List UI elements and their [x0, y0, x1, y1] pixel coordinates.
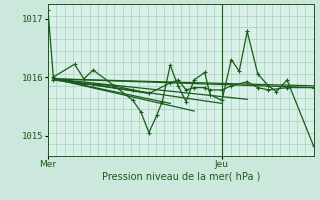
X-axis label: Pression niveau de la mer( hPa ): Pression niveau de la mer( hPa ) — [102, 172, 260, 182]
